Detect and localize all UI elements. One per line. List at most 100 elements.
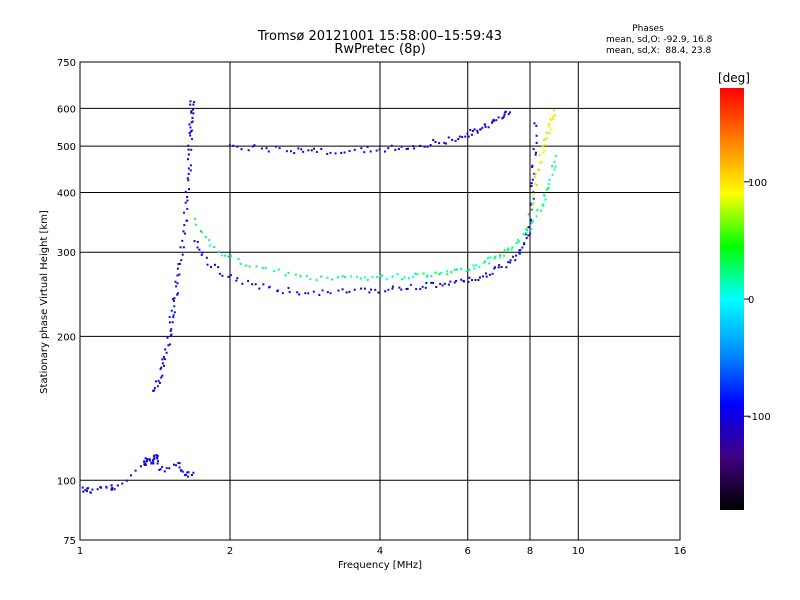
data-point [377,291,380,294]
x-tick-label: 10 [572,546,585,557]
data-point [305,275,308,278]
data-point [446,270,449,273]
data-point [186,199,189,202]
data-point [156,385,159,388]
data-point [540,209,543,212]
data-point [543,193,546,196]
data-point [434,271,437,274]
data-point [192,108,195,111]
data-point [326,276,329,279]
data-point [379,274,382,277]
data-point [443,141,446,144]
data-point [467,280,470,283]
data-point [493,257,496,260]
data-point [318,293,321,296]
data-point [307,292,310,295]
data-point [159,468,162,471]
data-point [187,167,190,170]
data-point [278,147,281,150]
data-point [121,482,124,485]
data-point [422,272,425,275]
data-point [531,166,534,169]
data-point [549,119,552,122]
data-point [183,232,186,235]
data-point [468,276,471,279]
data-point [143,463,146,466]
data-point [484,123,487,126]
data-point [412,275,415,278]
data-point [176,274,179,277]
data-point [213,246,216,249]
data-point [177,461,180,464]
data-point [162,355,165,358]
data-point [247,279,250,282]
data-point [405,148,408,151]
data-point [553,114,556,117]
data-point [530,182,533,185]
data-point [415,288,418,291]
data-point [187,475,190,478]
data-point [315,278,318,281]
data-point [152,455,155,458]
data-point [187,153,190,156]
data-point [353,288,356,291]
data-point [532,191,535,194]
data-point [439,282,442,285]
data-point [405,287,408,290]
data-point [232,144,235,147]
data-point [184,473,187,476]
colorbar-tick-label: 0 [748,295,754,306]
data-point [169,329,172,332]
data-point [371,275,374,278]
data-point [467,135,470,138]
data-point [205,256,208,259]
data-point [329,292,332,295]
data-point [281,292,284,295]
data-point [460,267,463,270]
data-point [469,128,472,131]
data-point [343,276,346,279]
data-point [254,283,257,286]
data-point [186,177,189,180]
data-point [476,129,479,132]
data-point [484,125,487,128]
data-point [523,242,526,245]
data-point [486,257,489,260]
data-point [384,290,387,293]
data-point [397,148,400,151]
data-point [509,261,512,264]
data-point [186,207,189,210]
data-point [81,486,84,489]
data-point [391,275,394,278]
phase-info-x: mean, sd,X: 88.4, 23.8 [606,46,712,56]
data-point [482,261,485,264]
data-point [173,297,176,300]
data-point [326,152,329,155]
data-point [543,143,546,146]
data-point [507,113,510,116]
data-point [529,202,532,205]
data-point [284,274,287,277]
data-point [168,316,171,319]
data-point [376,276,379,279]
data-point [455,268,458,271]
data-point [479,128,482,131]
data-point [453,281,456,284]
data-point [134,469,137,472]
data-point [188,132,191,135]
data-point [297,147,300,150]
data-point [491,120,494,123]
data-point [445,142,448,145]
data-point [544,137,547,140]
y-axis-label: Stationary phase Virtual Height [km] [39,210,50,394]
data-point [554,155,557,158]
data-point [477,279,480,282]
data-point [504,110,507,113]
data-point [91,488,94,491]
data-point [511,246,514,249]
data-point [189,134,192,137]
data-point [157,379,160,382]
data-point [176,292,179,295]
data-point [418,144,421,147]
